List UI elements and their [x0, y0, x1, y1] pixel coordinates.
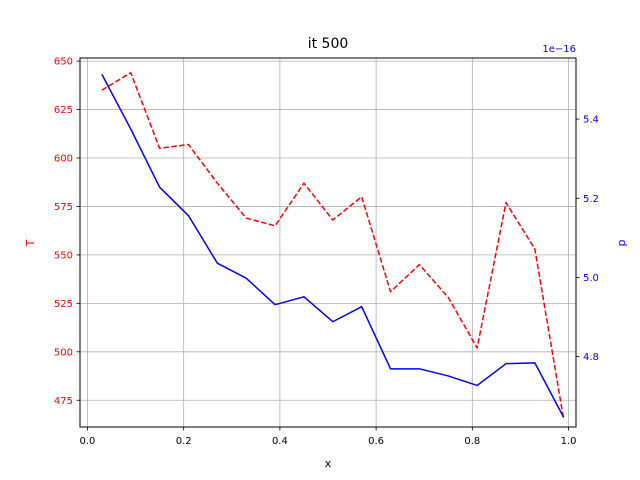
left-tick-label: 500 — [54, 347, 73, 358]
left-tick-label: 650 — [54, 57, 73, 68]
left-tick-label: 525 — [54, 299, 73, 310]
left-tick-label: 600 — [54, 154, 73, 165]
right-tick-label: 5.4 — [583, 115, 599, 126]
grid — [80, 58, 576, 427]
left-tick-label: 625 — [54, 105, 73, 116]
left-tick-label: 475 — [54, 396, 73, 407]
x-tick-label: 1.0 — [561, 436, 577, 447]
x-tick-label: 0.2 — [176, 436, 192, 447]
left-axis: 475 500 525 550 575 600 625 650 — [54, 57, 80, 407]
left-tick-label: 550 — [54, 250, 73, 261]
x-tick-label: 0.0 — [80, 436, 96, 447]
left-tick-label: 575 — [54, 202, 73, 213]
right-tick-label: 5.0 — [583, 273, 599, 284]
chart-title: it 500 — [308, 36, 349, 52]
series-layer — [101, 71, 565, 420]
left-axis-label: T — [24, 239, 37, 247]
x-tick-label: 0.6 — [368, 436, 384, 447]
right-axis-offset-text: 1e−16 — [542, 44, 576, 55]
right-axis: 4.8 5.0 5.2 5.4 — [576, 115, 599, 363]
x-axis-label: x — [325, 457, 332, 470]
series-line-T — [101, 71, 565, 420]
right-tick-label: 5.2 — [583, 194, 599, 205]
x-axis: 0.0 0.2 0.4 0.6 0.8 1.0 — [80, 427, 577, 447]
right-tick-label: 4.8 — [583, 352, 599, 363]
x-tick-label: 0.4 — [272, 436, 288, 447]
right-axis-label: p — [615, 239, 628, 246]
x-tick-label: 0.8 — [464, 436, 480, 447]
series-line-p — [101, 74, 565, 418]
plot-frame — [79, 57, 577, 428]
